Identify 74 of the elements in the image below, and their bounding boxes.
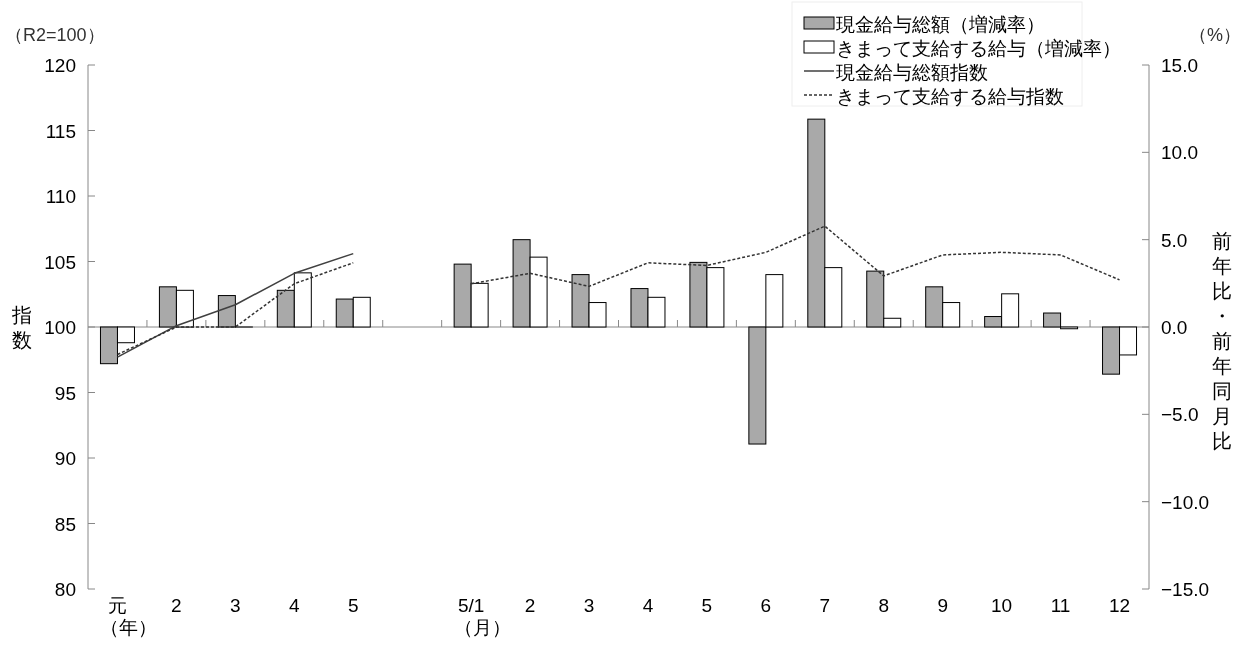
text: （R2=100） xyxy=(5,25,105,45)
bar xyxy=(335,298,354,328)
bar xyxy=(1043,312,1062,328)
legend-label: 現金給与総額（増減率） xyxy=(836,14,1045,35)
y-tick-label: 100 xyxy=(44,317,76,338)
legend-label: 現金給与総額指数 xyxy=(836,62,988,83)
x-tick-label: 11 xyxy=(1049,595,1072,617)
y-tick-label: 90 xyxy=(54,448,76,469)
x-tick-label: 5 xyxy=(346,595,360,617)
y-tick-label: 120 xyxy=(44,55,76,76)
bar xyxy=(276,289,295,328)
bar xyxy=(925,286,944,328)
x-tick-label: 7 xyxy=(818,595,832,617)
x-tick-label: 2 xyxy=(523,595,537,617)
text: （%） xyxy=(1189,25,1239,45)
bar xyxy=(1001,293,1020,328)
bar xyxy=(765,274,784,328)
bar xyxy=(588,302,607,328)
bar xyxy=(470,282,489,328)
x-tick-label: 5/1（月） xyxy=(454,595,508,639)
bar xyxy=(630,288,649,328)
bar xyxy=(571,274,590,328)
x-tick-label: 5 xyxy=(700,595,714,617)
x-tick-label: 8 xyxy=(877,595,891,617)
bar xyxy=(706,267,725,328)
x-tick-label: 4 xyxy=(288,595,301,617)
y2-tick-label: −10.0 xyxy=(1161,491,1210,513)
bar xyxy=(647,296,666,328)
bar xyxy=(1102,326,1121,375)
bar xyxy=(824,267,843,328)
legend-label: きまって支給する給与（増減率） xyxy=(836,38,1121,59)
y2-tick-label: 15.0 xyxy=(1161,55,1198,76)
y-tick-label: 115 xyxy=(45,120,76,142)
y2-tick-label: 5.0 xyxy=(1161,229,1188,251)
x-tick-label: 12 xyxy=(1107,595,1132,617)
x-tick-label: 3 xyxy=(229,595,242,617)
x-tick-label: 10 xyxy=(990,595,1014,617)
y-tick-label: 85 xyxy=(54,513,76,535)
text: 前年比・前年同月比 xyxy=(1212,229,1232,452)
bar xyxy=(942,302,961,328)
y-tick-label: 95 xyxy=(54,382,76,404)
x-tick-label: 9 xyxy=(936,595,949,617)
y2-tick-label: 10.0 xyxy=(1161,142,1198,164)
x-tick-label: 2 xyxy=(170,595,183,617)
x-tick-label: 6 xyxy=(759,595,773,617)
bar xyxy=(352,296,371,328)
bar xyxy=(158,286,177,328)
line-series xyxy=(116,252,354,358)
x-tick-label: 元（年） xyxy=(100,595,154,639)
y-tick-label: 110 xyxy=(45,186,76,207)
y-axis-title: 指数 xyxy=(11,303,32,351)
bar xyxy=(1119,326,1138,356)
legend-label: きまって支給する給与指数 xyxy=(836,86,1064,107)
x-tick-label: 3 xyxy=(582,595,596,617)
bar xyxy=(748,326,767,445)
bar xyxy=(293,272,312,328)
bar xyxy=(453,263,472,328)
y2-tick-label: −15.0 xyxy=(1161,579,1210,600)
bar xyxy=(883,317,902,328)
y2-tick-label: −5.0 xyxy=(1161,404,1199,426)
bar xyxy=(99,326,118,365)
y2-tick-label: 0.0 xyxy=(1161,317,1188,338)
bar xyxy=(512,239,531,328)
bar xyxy=(175,289,194,328)
bar xyxy=(116,326,135,344)
bar xyxy=(689,261,708,328)
y-tick-label: 105 xyxy=(44,251,76,273)
bar xyxy=(217,295,236,328)
bar xyxy=(807,118,826,328)
y-tick-label: 80 xyxy=(54,579,76,600)
x-tick-label: 4 xyxy=(641,595,655,617)
bar xyxy=(866,270,885,328)
bar xyxy=(529,256,548,328)
bar xyxy=(984,316,1003,328)
